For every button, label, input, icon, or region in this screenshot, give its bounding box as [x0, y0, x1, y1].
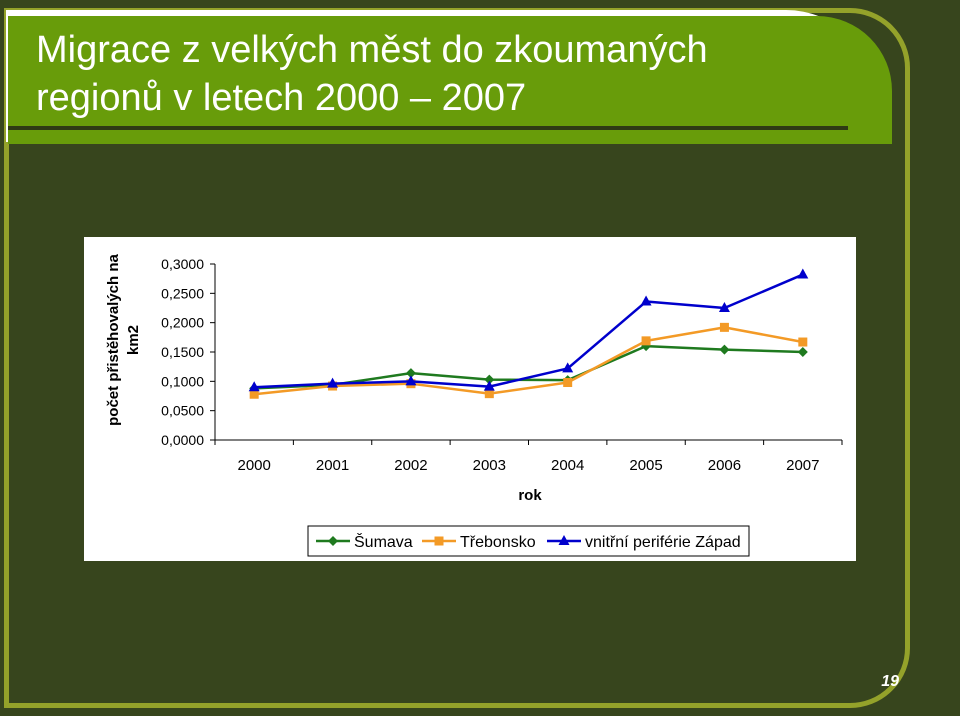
data-point — [641, 336, 651, 346]
data-point — [405, 368, 416, 379]
title-underline — [8, 126, 848, 130]
data-point — [327, 377, 339, 388]
data-point — [797, 268, 809, 279]
x-tick-label: 2003 — [473, 457, 506, 474]
series-line-2 — [254, 326, 804, 396]
data-point — [483, 380, 495, 391]
x-axis-label: rok — [518, 487, 542, 504]
series-line-3 — [254, 273, 804, 389]
line-chart: 0,0000 0,0500 0,1000 0,1500 0,2000 0,2500 0,30… — [105, 253, 843, 557]
legend-box — [307, 525, 750, 557]
y-tick-label: 0,0000 — [161, 432, 204, 448]
data-point — [798, 337, 808, 347]
data-point — [797, 347, 808, 357]
legend-label: vnitřní periférie Západ — [585, 534, 741, 551]
data-point — [563, 378, 573, 388]
data-point — [562, 362, 574, 373]
x-tick-label: 2002 — [394, 457, 427, 474]
y-tick-label: 0,1000 — [161, 373, 204, 389]
y-tick-label: 0,1500 — [161, 344, 204, 360]
y-tick-label: 0,3000 — [161, 256, 204, 272]
legend-label: Třebonsko — [460, 534, 536, 551]
x-tick-label: 2004 — [551, 457, 584, 474]
data-point — [718, 302, 730, 312]
data-point — [249, 389, 259, 399]
slide-number: 19 — [881, 673, 899, 690]
x-tick-label: 2007 — [786, 457, 819, 474]
x-tick-label: 2006 — [708, 457, 741, 474]
data-point — [719, 344, 730, 355]
chart-area: 0,0000 0,0500 0,1000 0,1500 0,2000 0,2500 0,30… — [84, 237, 856, 561]
legend-marker — [558, 535, 570, 545]
x-tick-label: 2005 — [629, 457, 662, 474]
y-tick-label: 0,0500 — [161, 403, 204, 419]
data-point — [719, 322, 729, 332]
x-tick-label: 2000 — [238, 457, 271, 474]
title-bar — [8, 16, 892, 144]
data-point — [484, 389, 494, 399]
legend-marker — [328, 536, 338, 546]
data-point — [484, 374, 495, 385]
data-point — [640, 295, 652, 306]
y-tick-label: 0,2000 — [161, 315, 204, 331]
legend-label: Šumava — [354, 532, 413, 551]
y-axis-label: počet přistěhovalých na km2 — [105, 253, 142, 425]
y-tick-label: 0,2500 — [161, 285, 204, 301]
legend-marker — [434, 536, 444, 546]
data-point — [405, 375, 417, 386]
x-tick-label: 2001 — [316, 457, 349, 474]
data-point — [248, 381, 260, 392]
slide-title: Migrace z velkých měst do zkoumaných reg… — [36, 29, 708, 119]
